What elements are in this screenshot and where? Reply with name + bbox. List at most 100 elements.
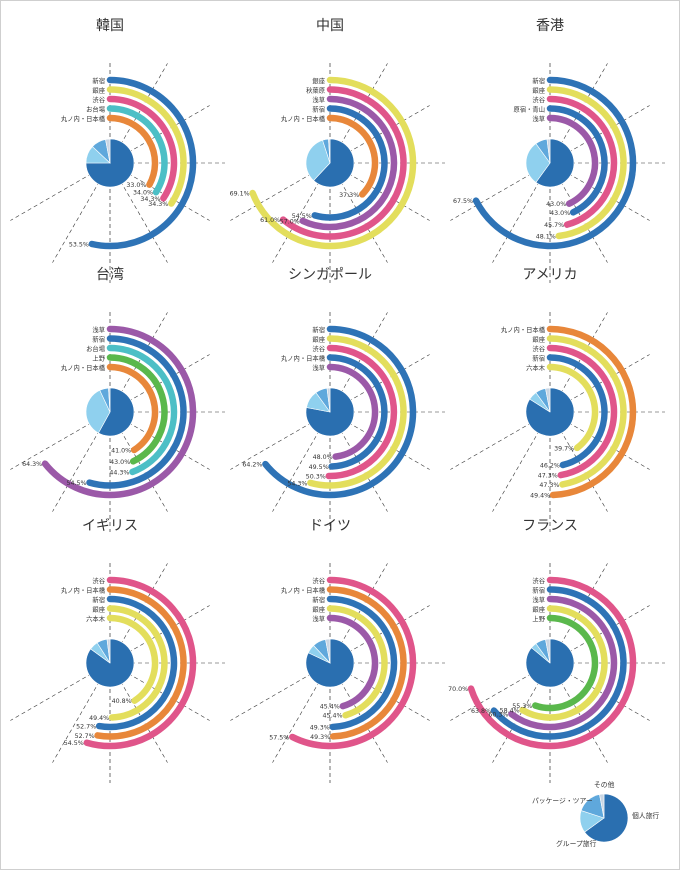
arc-銀座 (249, 76, 417, 250)
series-label: 六本木 (86, 614, 106, 623)
value-label: 50.3% (306, 474, 326, 481)
grid-spoke-210 (272, 411, 331, 512)
series-label: 上野 (92, 354, 105, 363)
pie-slice-0 (313, 138, 355, 188)
chart-title: 中国 (316, 18, 344, 34)
series-label: 浅草 (312, 614, 325, 623)
grid-spoke-240 (230, 411, 331, 470)
value-label: 45.7% (544, 222, 564, 229)
arc-丸ノ内・日本橋 (326, 354, 388, 470)
arc-六本木 (106, 614, 159, 704)
arc-銀座 (519, 605, 608, 721)
chart-title: 台湾 (96, 266, 124, 283)
grid-spoke-210 (52, 411, 111, 512)
arc-上野 (532, 614, 599, 712)
pie-slice-3 (108, 387, 111, 413)
series-label: 丸ノ内・日本橋 (61, 114, 106, 123)
series-label: 新宿 (92, 76, 105, 85)
series-label: 上野 (532, 614, 545, 623)
series-label: 丸ノ内・日本橋 (61, 586, 106, 595)
series-label: 銀座 (312, 605, 325, 614)
chart-title: ドイツ (309, 518, 351, 534)
value-label: 45.4% (320, 704, 340, 711)
series-label: 浅草 (312, 363, 325, 372)
arc-新宿 (86, 335, 187, 489)
series-label: 銀座 (312, 335, 325, 344)
value-label: 40.8% (112, 698, 132, 705)
value-label: 57.5% (269, 735, 289, 742)
value-label: 43.0% (546, 201, 566, 208)
series-label: 丸ノ内・日本橋 (281, 354, 326, 363)
pie-slice-0 (535, 138, 575, 188)
pie-slice-0 (98, 387, 135, 437)
pie-slice-3 (325, 638, 331, 664)
grid-spoke-210 (492, 411, 551, 512)
series-label: 銀座 (92, 605, 105, 614)
value-label: 49.4% (89, 715, 109, 722)
value-label: 63.8% (471, 708, 491, 715)
value-label: 54.5% (66, 480, 86, 487)
series-label: 丸ノ内・日本橋 (501, 325, 546, 334)
arc-新宿 (311, 105, 388, 221)
value-label: 49.3% (310, 734, 330, 741)
value-label: 39.7% (554, 445, 574, 452)
series-label: 新宿 (92, 335, 105, 344)
value-label: 61.0% (260, 217, 280, 224)
value-label: 43.0% (110, 459, 130, 466)
chart-title: フランス (522, 518, 578, 534)
series-label: 銀座 (532, 605, 545, 614)
value-label: 57.0% (280, 218, 300, 225)
value-label: 70.0% (448, 686, 468, 693)
series-label: 渋谷 (92, 576, 105, 585)
value-label: 69.1% (230, 191, 250, 198)
series-label: 渋谷 (312, 344, 325, 353)
value-label: 34.3% (148, 201, 168, 208)
grid-spoke-240 (450, 162, 551, 221)
value-label: 34.3% (140, 196, 160, 203)
pie-slice-0 (305, 387, 355, 437)
value-label: 45.4% (322, 713, 342, 720)
value-label: 49.5% (309, 464, 329, 471)
value-label: 58.4% (500, 708, 520, 715)
chart-title: 韓国 (96, 18, 124, 34)
value-label: 47.3% (538, 473, 558, 480)
value-label: 34.0% (133, 190, 153, 197)
series-label: 渋谷 (92, 95, 105, 104)
series-label: 新宿 (312, 105, 325, 114)
pie-slice-1 (525, 143, 551, 183)
pie-slice-3 (328, 138, 331, 164)
series-label: 渋谷 (532, 576, 545, 585)
series-label: 新宿 (532, 76, 545, 85)
value-label: 47.3% (539, 482, 559, 489)
grid-spoke-240 (450, 662, 551, 721)
arc-新宿 (95, 595, 178, 731)
value-label: 53.5% (69, 242, 89, 249)
chart-title: アメリカ (522, 267, 577, 283)
series-label: 秋葉原 (306, 86, 325, 95)
series-label: 原宿・青山 (514, 105, 545, 114)
series-label: 銀座 (312, 76, 325, 85)
series-label: 丸ノ内・日本橋 (281, 114, 326, 123)
arc-浅草 (326, 614, 379, 710)
arc-丸ノ内・日本橋 (326, 114, 379, 198)
arc-新宿 (88, 76, 197, 250)
arc-渋谷 (325, 344, 398, 480)
series-label: 新宿 (532, 354, 545, 363)
legend-pie-slice-0 (584, 793, 629, 843)
pie-slice-3 (326, 387, 331, 413)
arc-浅草 (41, 325, 197, 499)
series-label: 渋谷 (532, 95, 545, 104)
arc-お台場 (106, 105, 168, 196)
arc-新宿 (326, 595, 398, 731)
chart-title: イギリス (82, 518, 138, 534)
arc-丸ノ内・日本橋 (546, 325, 637, 499)
grid-spoke-210 (492, 162, 551, 263)
arc-六本木 (546, 363, 599, 452)
